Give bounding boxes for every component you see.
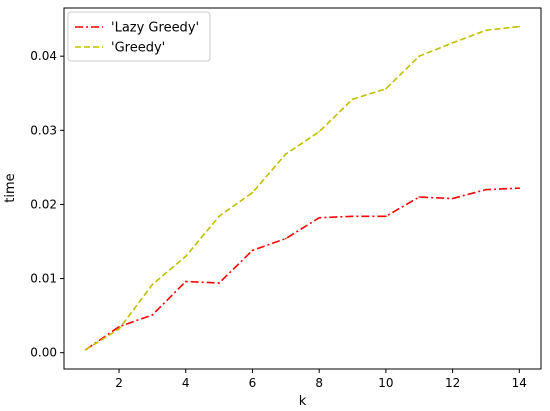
x-tick-label: 6 (249, 376, 257, 390)
data-point (418, 55, 421, 57)
legend: 'Lazy Greedy' 'Greedy' (67, 11, 211, 62)
data-point (518, 187, 521, 189)
x-tick-label: 2 (115, 376, 123, 390)
y-tick-label: 0.02 (30, 197, 57, 211)
x-axis-title: k (299, 394, 307, 409)
data-point (485, 29, 487, 32)
x-axis: 2 4 6 8 10 12 14 (115, 369, 527, 390)
x-tick-label: 12 (445, 376, 460, 390)
data-point (418, 196, 421, 198)
data-point (251, 249, 254, 252)
data-point (318, 130, 320, 133)
series-layer (84, 25, 521, 351)
data-point (118, 328, 120, 330)
data-point (218, 215, 220, 218)
data-point (84, 348, 87, 351)
data-point (184, 280, 187, 283)
data-point (351, 98, 354, 100)
y-axis-title: time (3, 173, 18, 202)
x-tick-label: 4 (182, 376, 190, 390)
legend-label-lazy-greedy: 'Lazy Greedy' (111, 21, 199, 36)
data-point (285, 237, 287, 240)
data-point (518, 25, 521, 28)
x-tick-label: 8 (315, 376, 323, 390)
data-point (184, 255, 187, 258)
data-point (451, 42, 454, 44)
y-tick-label: 0.04 (30, 49, 57, 63)
data-point (218, 282, 220, 284)
y-tick-label: 0.00 (30, 346, 57, 360)
plot-area (63, 7, 542, 370)
data-point (318, 216, 320, 219)
y-tick-label: 0.01 (30, 272, 57, 286)
y-axis: 0.00 0.01 0.02 0.03 0.04 (30, 49, 64, 360)
data-point (451, 197, 454, 200)
data-point (251, 191, 254, 194)
data-point (285, 153, 287, 155)
legend-box (67, 11, 211, 62)
data-point (485, 188, 487, 191)
series-line-1 (85, 25, 520, 351)
data-point (385, 215, 387, 218)
x-tick-label: 10 (378, 376, 393, 390)
data-point (351, 215, 354, 218)
data-point (151, 283, 154, 286)
data-point (151, 314, 154, 316)
series-line-0 (85, 187, 520, 351)
data-point (385, 87, 387, 90)
x-tick-label: 14 (512, 376, 527, 390)
legend-label-greedy: 'Greedy' (111, 41, 165, 56)
y-tick-label: 0.03 (30, 123, 57, 137)
